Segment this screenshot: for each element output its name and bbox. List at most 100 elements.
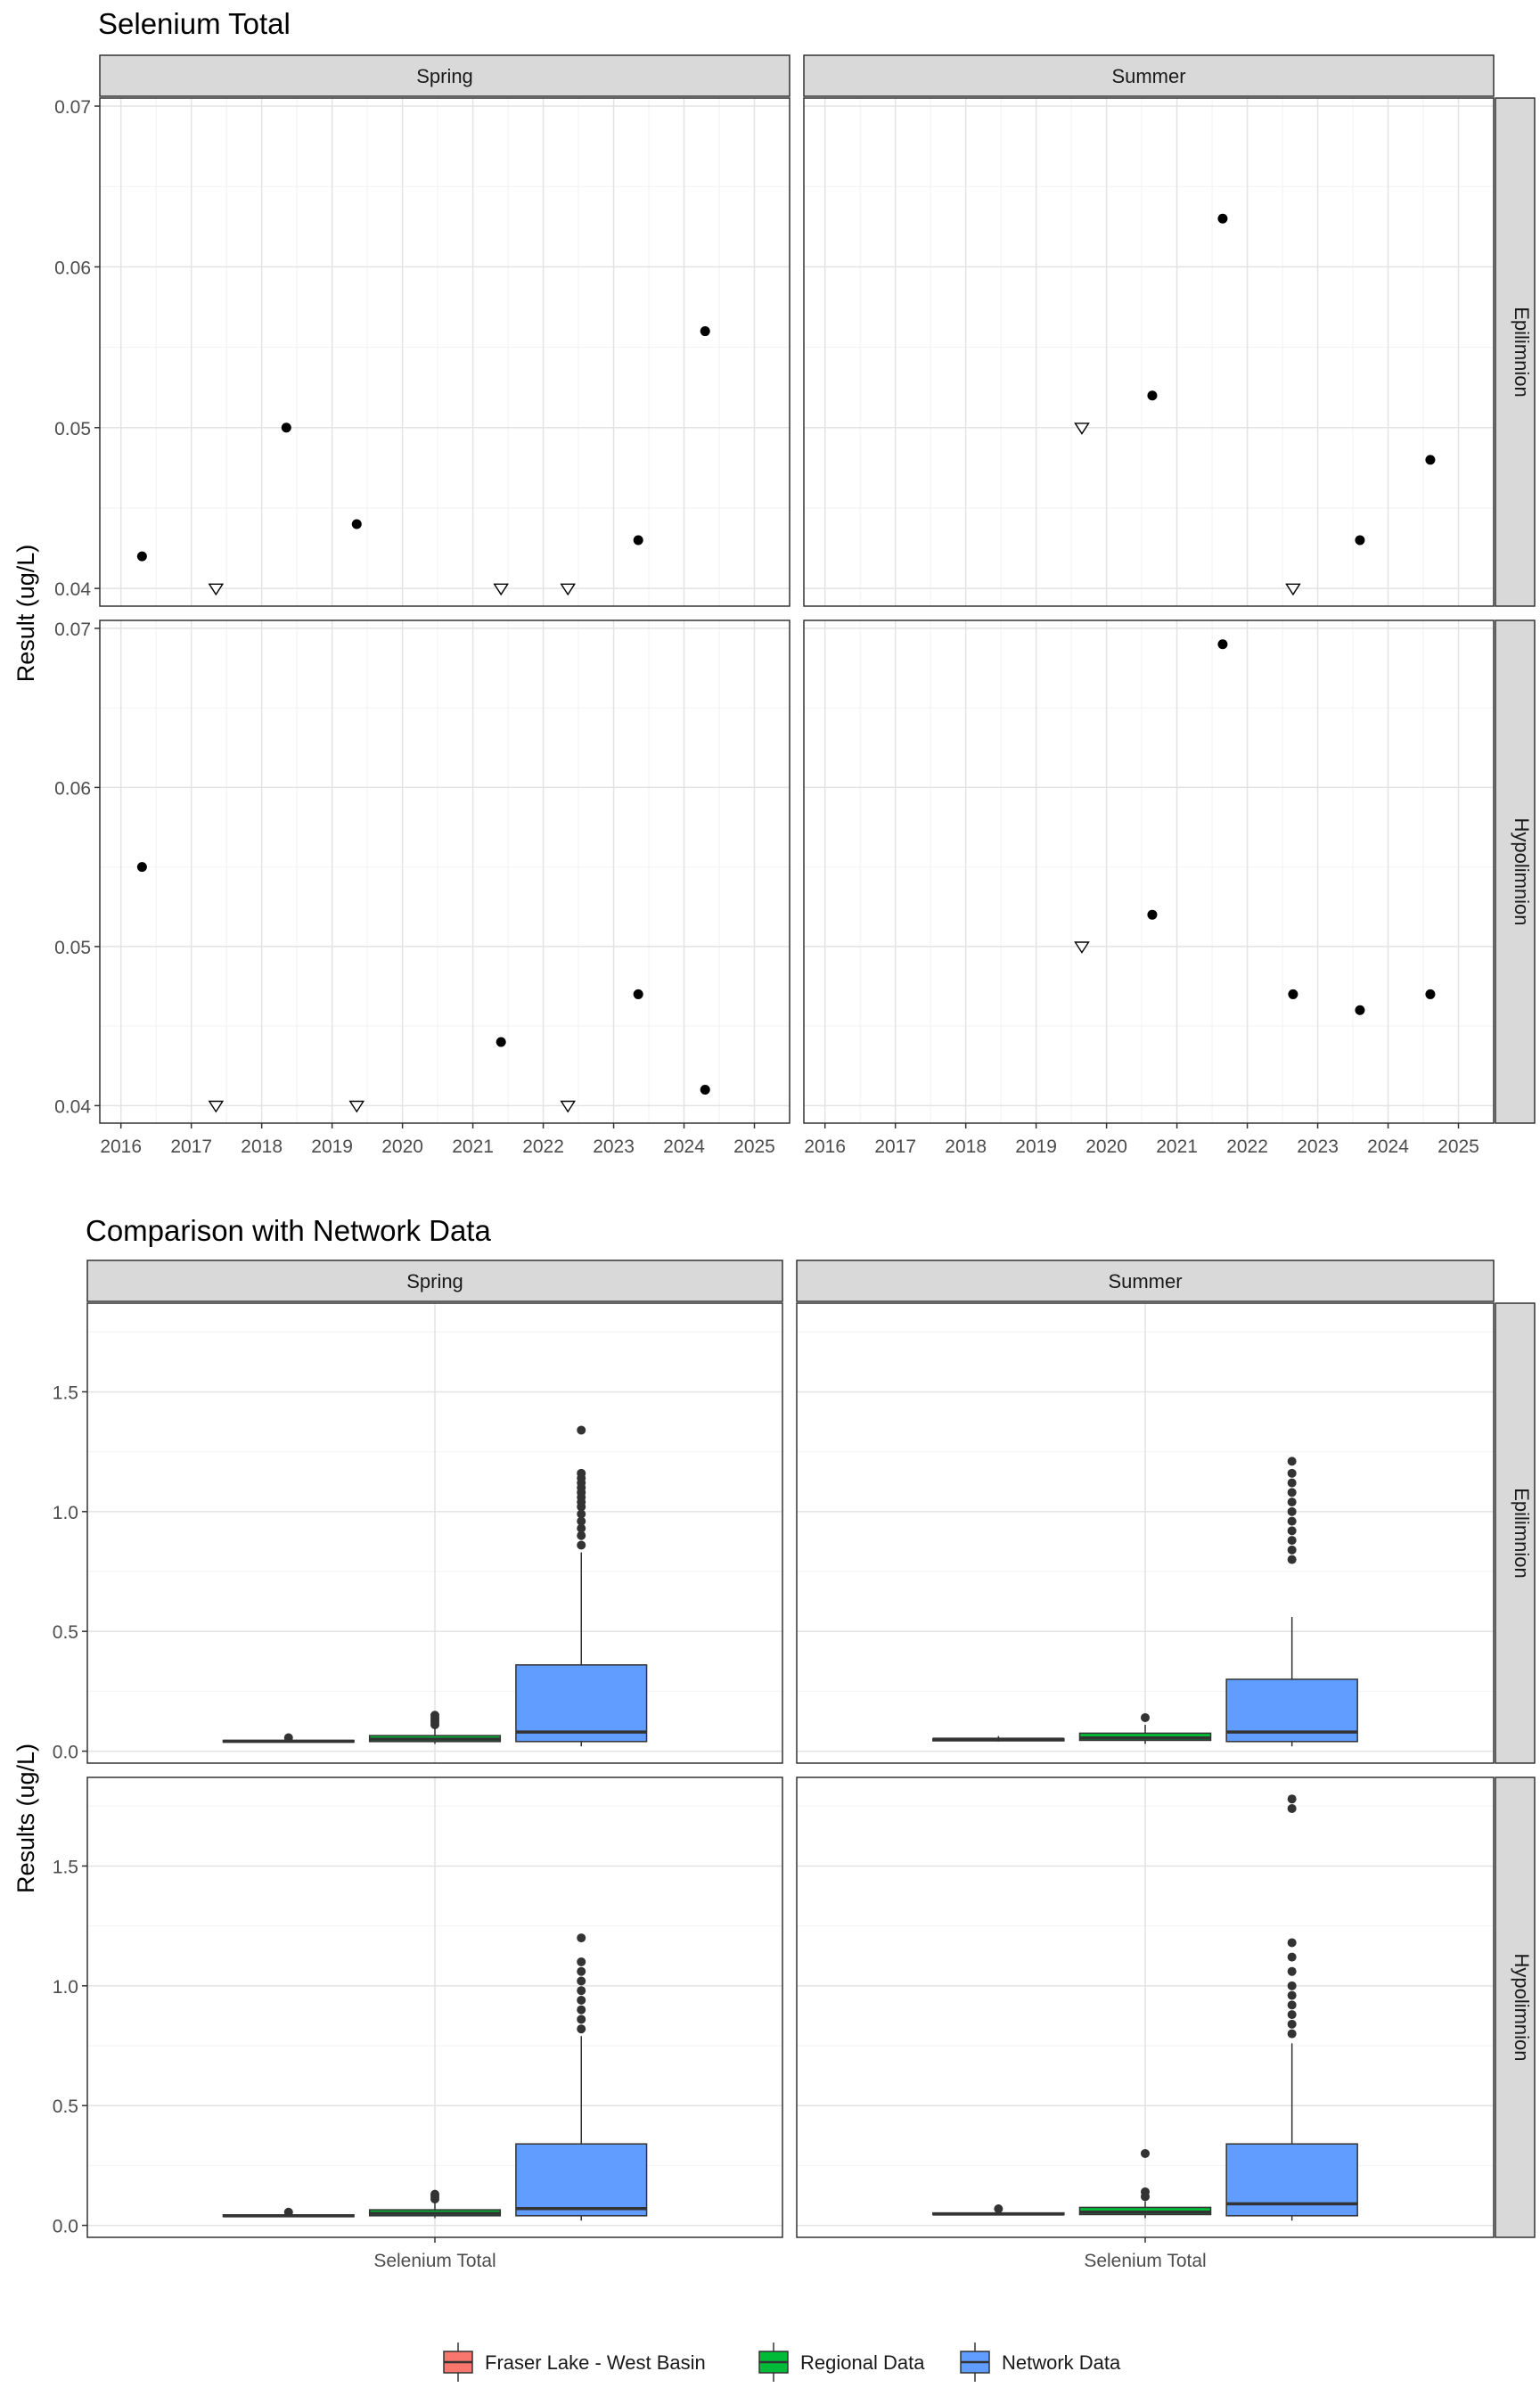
- x-tick-label: 2017: [874, 1136, 916, 1157]
- outlier-point: [1141, 1712, 1150, 1722]
- outlier-point: [1287, 2010, 1297, 2020]
- box-fraser-lake-west-basin: [222, 1733, 355, 1744]
- outlier-point: [577, 1523, 586, 1533]
- outlier-point: [1287, 1526, 1297, 1536]
- y-tick-label: 0.0: [53, 2217, 78, 2237]
- data-point-detected: [281, 423, 291, 433]
- y-tick-label: 0.0: [53, 1743, 78, 1763]
- chart1-strip-summer: [803, 54, 1495, 97]
- data-point-detected: [351, 519, 362, 529]
- outlier-point: [577, 1995, 586, 2005]
- outlier-point: [1287, 1468, 1297, 1478]
- chart1-y-axis-label: Result (ug/L): [12, 545, 39, 683]
- outlier-point: [1287, 1536, 1297, 1546]
- y-tick-label: 0.5: [53, 2096, 78, 2117]
- outlier-point: [1287, 2019, 1297, 2029]
- outlier-point: [1287, 1456, 1297, 1466]
- data-point-detected: [1425, 455, 1436, 465]
- legend-item-network-data: Network Data: [960, 2343, 1121, 2382]
- outlier-point: [577, 1540, 586, 1550]
- chart1-panel-summer-hypolimnion: 2016 2017 2018 2019 2020 2021 2022 2023 2024 2025: [803, 620, 1495, 1157]
- legend-label: Network Data: [1002, 2351, 1121, 2374]
- legend-label: Regional Data: [800, 2351, 925, 2374]
- chart2-panel-summer-hypolimnion: Selenium Total: [796, 1776, 1495, 2271]
- legend-label: Fraser Lake - West Basin: [485, 2351, 706, 2374]
- box-regional-data: [1078, 2148, 1212, 2219]
- outlier-point: [577, 2024, 586, 2034]
- x-tick-label: 2025: [1438, 1136, 1479, 1157]
- outlier-point: [577, 1468, 586, 1478]
- panel-border: [99, 620, 790, 1124]
- x-tick-label: 2025: [733, 1136, 775, 1157]
- y-tick-label: 1.0: [53, 1503, 78, 1523]
- panel-background: [804, 620, 1494, 1123]
- x-tick-label: 2022: [1226, 1136, 1268, 1157]
- legend-item-fraser-lake-west-basin: Fraser Lake - West Basin: [443, 2343, 706, 2382]
- y-tick-label: 1.5: [53, 1383, 78, 1403]
- panel-border: [803, 620, 1495, 1124]
- outlier-point: [1287, 1498, 1297, 1507]
- chart2-strip-summer: [796, 1260, 1495, 1302]
- chart2-strip-spring: [86, 1260, 783, 1302]
- chart1-row-strip-label-hypolimnion: Hypolimnion: [1511, 817, 1533, 925]
- y-tick-label: 1.5: [53, 1857, 78, 1877]
- y-tick-label: 0.05: [54, 938, 91, 958]
- data-point-detected: [1425, 989, 1436, 999]
- chart1-panel-spring-hypolimnion: 0.04 0.05 0.06 0.07 2016 2017 2018 2019 2020 2021…: [54, 620, 790, 1157]
- chart2-row-strip-epilimnion: [1495, 1302, 1536, 1764]
- box-network-data: [515, 1425, 648, 1747]
- x-tick-label: Selenium Total: [1084, 2251, 1206, 2271]
- chart1-row-strip-hypolimnion: [1495, 620, 1536, 1124]
- y-tick-label: 0.07: [54, 620, 91, 640]
- data-point-detected: [1147, 390, 1158, 401]
- box-regional-data: [1078, 1712, 1212, 1744]
- chart1-title: Selenium Total: [98, 7, 291, 40]
- x-tick-label: 2023: [1297, 1136, 1339, 1157]
- panel-background: [804, 98, 1494, 606]
- box-regional-data: [368, 1711, 502, 1744]
- panel-background: [100, 620, 790, 1123]
- box-regional-data: [368, 2189, 502, 2219]
- panel-border: [86, 1302, 783, 1764]
- chart1-row-strip-label-epilimnion: Epilimnion: [1511, 307, 1533, 398]
- x-tick-label: 2019: [311, 1136, 353, 1157]
- chart2-strip-label-summer: Summer: [1108, 1270, 1182, 1292]
- box-network-data: [515, 1933, 648, 2221]
- outlier-point: [1287, 1981, 1297, 1990]
- outlier-point: [577, 1530, 586, 1540]
- outlier-point: [1287, 1488, 1297, 1498]
- box-fraser-lake-west-basin: [932, 2204, 1065, 2216]
- data-point-nondetect: [208, 1100, 225, 1113]
- data-point-detected: [1217, 639, 1228, 650]
- outlier-point: [577, 1425, 586, 1435]
- chart2-boxplot-panels: Spring Summer Epilimnion Hypolimnion 0.0 0.5 1…: [53, 1260, 1536, 2271]
- outlier-point: [1287, 1966, 1297, 1976]
- data-point-nondetect: [560, 1100, 576, 1113]
- x-tick-label: 2016: [804, 1136, 846, 1157]
- y-tick-label: 1.0: [53, 1977, 78, 1998]
- y-tick-label: 0.06: [54, 778, 91, 799]
- x-tick-label: 2021: [452, 1136, 494, 1157]
- outlier-point: [283, 1733, 293, 1743]
- x-tick-label: 2018: [945, 1136, 987, 1157]
- outlier-point: [1287, 1803, 1297, 1813]
- box-iqr: [515, 1664, 648, 1743]
- y-tick-label: 0.07: [54, 97, 91, 118]
- outlier-point: [577, 1933, 586, 1943]
- y-tick-label: 0.04: [54, 1096, 91, 1117]
- data-point-nondetect: [348, 1100, 365, 1113]
- data-point-detected: [1288, 989, 1298, 999]
- y-tick-label: 0.05: [54, 419, 91, 439]
- legend-item-regional-data: Regional Data: [758, 2343, 925, 2382]
- data-point-nondetect: [208, 583, 225, 596]
- box-fraser-lake-west-basin: [222, 2207, 355, 2218]
- outlier-point: [577, 1957, 586, 1966]
- outlier-point: [1287, 1794, 1297, 1804]
- x-tick-label: 2020: [1085, 1136, 1127, 1157]
- outlier-point: [1287, 1545, 1297, 1555]
- outlier-point: [577, 1509, 586, 1519]
- box-network-data: [1225, 1456, 1358, 1747]
- chart2-row-strip-label-epilimnion: Epilimnion: [1511, 1488, 1533, 1579]
- y-tick-label: 0.06: [54, 258, 91, 278]
